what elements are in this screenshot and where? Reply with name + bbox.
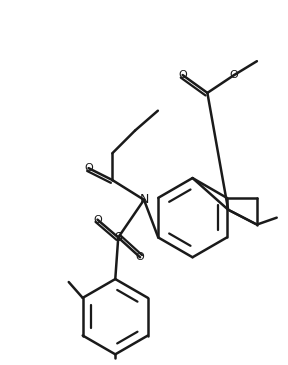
Text: O: O — [178, 70, 187, 80]
Text: O: O — [136, 252, 144, 262]
Text: O: O — [230, 70, 238, 80]
Text: O: O — [84, 163, 93, 173]
Text: O: O — [93, 215, 102, 224]
Text: N: N — [139, 193, 149, 206]
Text: S: S — [114, 231, 122, 244]
